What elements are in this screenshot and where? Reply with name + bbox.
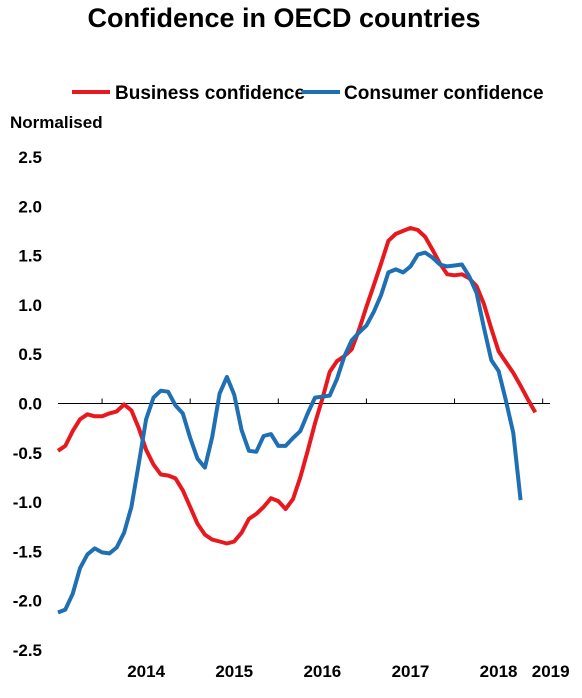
series-line-business <box>56 226 538 546</box>
y-tick-label: 1.0 <box>18 296 42 315</box>
x-tick-label: 2019 <box>532 662 570 681</box>
y-tick-label: 2.5 <box>18 148 42 167</box>
x-tick-label: 2016 <box>303 662 341 681</box>
chart-title: Confidence in OECD countries <box>87 3 480 33</box>
y-tick-label: 0.0 <box>18 395 42 414</box>
y-axis-label: Normalised <box>10 113 103 132</box>
series-line-consumer <box>57 250 523 615</box>
y-tick-label: 2.0 <box>18 197 42 216</box>
x-tick-label: 2017 <box>392 662 430 681</box>
x-axis: 2014 2015 2016 2017 2018 2019 <box>58 398 570 681</box>
y-tick-label: -2.5 <box>13 641 42 660</box>
y-tick-label: -2.0 <box>13 592 42 611</box>
legend-label-business: Business confidence <box>115 83 305 104</box>
x-tick-label: 2015 <box>215 662 253 681</box>
y-axis: 2.5 2.0 1.5 1.0 0.5 0.0 -0.5 -1.0 -1.5 -2.0 -2.5 <box>13 148 42 660</box>
y-tick-label: -1.0 <box>13 493 42 512</box>
plot-area <box>56 226 538 615</box>
y-tick-label: 1.5 <box>18 247 42 266</box>
x-tick-label: 2014 <box>127 662 165 681</box>
y-tick-label: -0.5 <box>13 444 42 463</box>
y-tick-label: 0.5 <box>18 345 42 364</box>
legend: Business confidence Consumer confidence <box>72 83 544 104</box>
legend-label-consumer: Consumer confidence <box>344 83 544 104</box>
y-tick-label: -1.5 <box>13 542 42 561</box>
x-tick-label: 2018 <box>480 662 518 681</box>
